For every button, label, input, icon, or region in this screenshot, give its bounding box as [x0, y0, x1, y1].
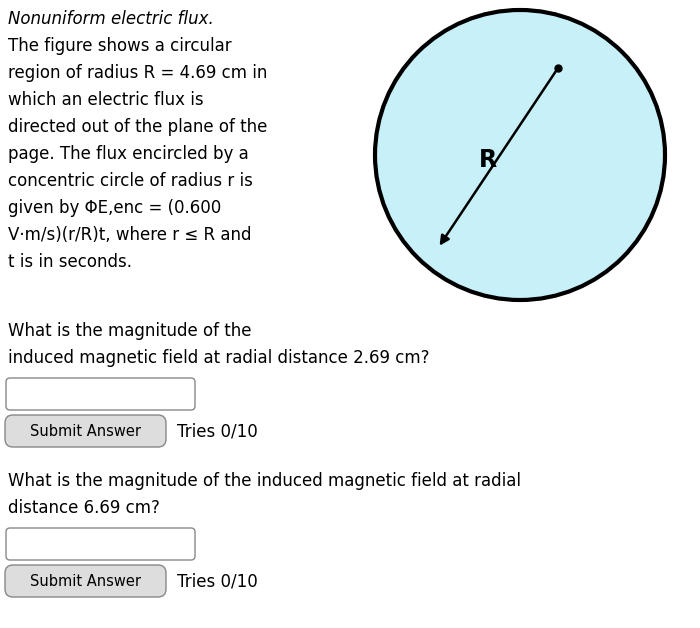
- Text: t is in seconds.: t is in seconds.: [8, 253, 132, 271]
- FancyBboxPatch shape: [5, 415, 166, 447]
- Text: What is the magnitude of the: What is the magnitude of the: [8, 322, 251, 340]
- Text: Tries 0/10: Tries 0/10: [177, 422, 258, 440]
- Text: which an electric flux is: which an electric flux is: [8, 91, 204, 109]
- Text: V·m/s)(r/R)t, where r ≤ R and: V·m/s)(r/R)t, where r ≤ R and: [8, 226, 251, 244]
- Circle shape: [375, 10, 665, 300]
- Text: Submit Answer: Submit Answer: [30, 573, 141, 588]
- Text: The figure shows a circular: The figure shows a circular: [8, 37, 232, 55]
- Text: page. The flux encircled by a: page. The flux encircled by a: [8, 145, 248, 163]
- Text: given by ΦE,enc = (0.600: given by ΦE,enc = (0.600: [8, 199, 221, 217]
- Text: Submit Answer: Submit Answer: [30, 423, 141, 438]
- Text: distance 6.69 cm?: distance 6.69 cm?: [8, 499, 160, 517]
- FancyBboxPatch shape: [6, 528, 195, 560]
- Text: What is the magnitude of the induced magnetic field at radial: What is the magnitude of the induced mag…: [8, 472, 521, 490]
- FancyBboxPatch shape: [5, 565, 166, 597]
- Text: directed out of the plane of the: directed out of the plane of the: [8, 118, 267, 136]
- Text: induced magnetic field at radial distance 2.69 cm?: induced magnetic field at radial distanc…: [8, 349, 430, 367]
- Text: R: R: [479, 148, 497, 172]
- Text: concentric circle of radius r is: concentric circle of radius r is: [8, 172, 253, 190]
- Text: Tries 0/10: Tries 0/10: [177, 572, 258, 590]
- Text: region of radius R = 4.69 cm in: region of radius R = 4.69 cm in: [8, 64, 267, 82]
- FancyBboxPatch shape: [6, 378, 195, 410]
- Text: Nonuniform electric flux.: Nonuniform electric flux.: [8, 10, 213, 28]
